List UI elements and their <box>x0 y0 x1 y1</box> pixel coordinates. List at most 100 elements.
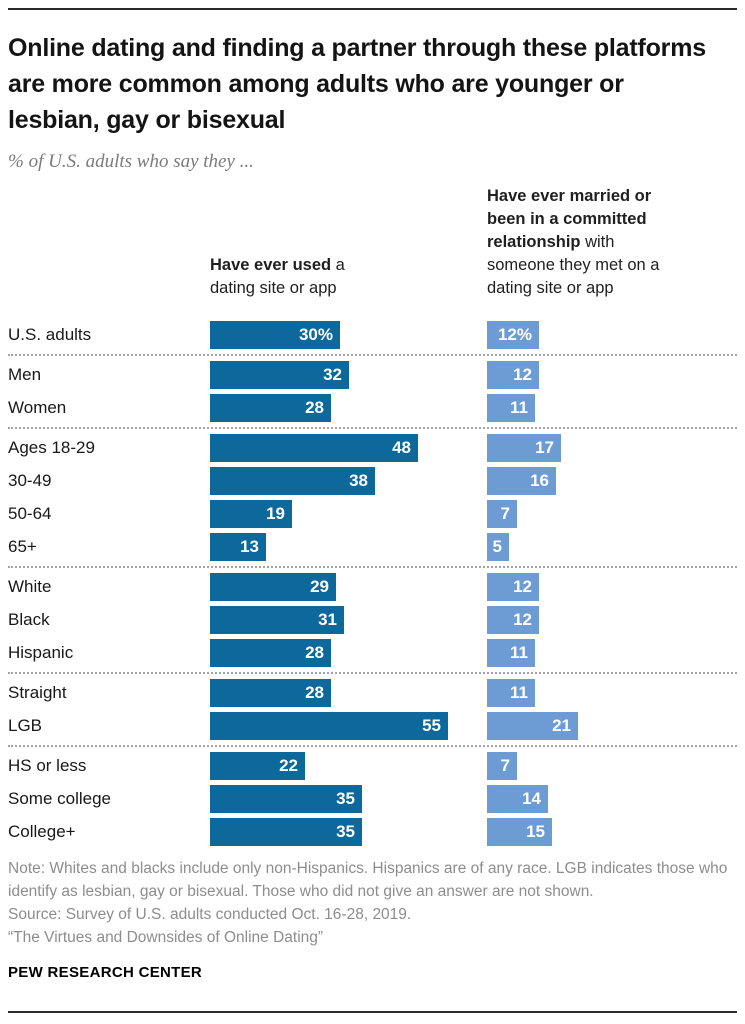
married-value-label: 14 <box>522 789 541 808</box>
row-label: HS or less <box>8 756 87 775</box>
row-label: LGB <box>8 716 43 735</box>
used-value-label: 55 <box>422 716 441 735</box>
row-label: White <box>8 577 52 596</box>
used-bar: 38 <box>210 467 375 495</box>
table-row: 30-49 38 16 <box>8 467 737 495</box>
married-bar: 12% <box>487 321 539 349</box>
bar-track: 28 11 <box>210 679 737 707</box>
married-bar: 11 <box>487 639 535 667</box>
table-row: Black 31 12 <box>8 606 737 634</box>
married-value-label: 5 <box>492 537 502 556</box>
table-row: HS or less 22 7 <box>8 752 737 780</box>
married-value-label: 16 <box>530 471 549 490</box>
married-bar: 15 <box>487 818 552 846</box>
row-label: Men <box>8 365 42 384</box>
married-value-label: 12 <box>513 365 532 384</box>
table-row: Men 32 12 <box>8 361 737 389</box>
bar-track: 13 5 <box>210 533 737 561</box>
bar-track: 35 14 <box>210 785 737 813</box>
used-bar: 19 <box>210 500 292 528</box>
used-bar: 13 <box>210 533 266 561</box>
used-bar: 29 <box>210 573 336 601</box>
bar-track: 32 12 <box>210 361 737 389</box>
column-header-used: Have ever used a dating site or app <box>210 254 385 300</box>
married-value-label: 11 <box>510 643 528 662</box>
married-value-label: 7 <box>500 756 510 775</box>
column-headers: Have ever used a dating site or app Have… <box>210 185 737 300</box>
married-bar: 12 <box>487 361 539 389</box>
used-value-label: 48 <box>392 438 411 457</box>
bottom-rule <box>8 1011 737 1013</box>
married-value-label: 12 <box>513 577 532 596</box>
table-row: Women 28 11 <box>8 394 737 422</box>
married-value-label: 11 <box>510 398 528 417</box>
bar-group: U.S. adults 30% 12% <box>8 316 737 356</box>
column-header-used-bold: Have ever used <box>210 256 332 274</box>
married-bar: 11 <box>487 679 535 707</box>
used-value-label: 31 <box>318 610 337 629</box>
married-bar: 21 <box>487 712 578 740</box>
note-text: Note: Whites and blacks include only non… <box>8 860 728 900</box>
bar-track: 55 21 <box>210 712 737 740</box>
used-value-label: 13 <box>240 537 259 556</box>
married-value-label: 21 <box>552 716 571 735</box>
row-label: U.S. adults <box>8 325 92 344</box>
married-value-label: 15 <box>526 822 545 841</box>
married-value-label: 7 <box>500 504 510 523</box>
married-bar: 7 <box>487 752 517 780</box>
used-bar: 30% <box>210 321 340 349</box>
married-value-label: 11 <box>510 683 528 702</box>
chart-subtitle: % of U.S. adults who say they ... <box>8 151 254 172</box>
row-label: 50-64 <box>8 504 52 523</box>
row-label: Some college <box>8 789 112 808</box>
used-value-label: 29 <box>310 577 329 596</box>
column-header-used-rest: a dating site or app <box>210 256 345 297</box>
used-value-label: 35 <box>336 789 355 808</box>
used-bar: 35 <box>210 818 362 846</box>
table-row: Ages 18-29 48 17 <box>8 434 737 462</box>
used-bar: 22 <box>210 752 305 780</box>
used-value-label: 28 <box>305 643 324 662</box>
used-bar: 28 <box>210 679 331 707</box>
column-header-married: Have ever married or been in a committed… <box>487 185 683 300</box>
bar-track: 29 12 <box>210 573 737 601</box>
used-bar: 55 <box>210 712 448 740</box>
bar-track: 38 16 <box>210 467 737 495</box>
bar-group: White 29 12 Black 31 12 Hispanic 28 11 <box>8 568 737 674</box>
married-value-label: 12% <box>497 325 532 344</box>
used-value-label: 32 <box>323 365 342 384</box>
bar-track: 30% 12% <box>210 321 737 349</box>
column-header-married-rest: with someone they met on a dating site o… <box>487 233 660 297</box>
row-label: 65+ <box>8 537 37 556</box>
report-title-text: “The Virtues and Downsides of Online Dat… <box>8 929 324 946</box>
table-row: White 29 12 <box>8 573 737 601</box>
used-value-label: 35 <box>336 822 355 841</box>
row-label: Hispanic <box>8 643 74 662</box>
bar-group: Men 32 12 Women 28 11 <box>8 356 737 429</box>
married-value-label: 17 <box>535 438 554 457</box>
bar-track: 28 11 <box>210 639 737 667</box>
row-label: 30-49 <box>8 471 52 490</box>
table-row: Straight 28 11 <box>8 679 737 707</box>
married-value-label: 12 <box>513 610 532 629</box>
table-row: College+ 35 15 <box>8 818 737 846</box>
used-value-label: 28 <box>305 398 324 417</box>
bar-track: 28 11 <box>210 394 737 422</box>
bar-track: 22 7 <box>210 752 737 780</box>
used-value-label: 22 <box>279 756 298 775</box>
used-value-label: 30% <box>298 325 333 344</box>
pew-research-center-wordmark: PEW RESEARCH CENTER <box>8 964 203 981</box>
married-bar: 12 <box>487 573 539 601</box>
used-bar: 48 <box>210 434 418 462</box>
married-bar: 12 <box>487 606 539 634</box>
table-row: LGB 55 21 <box>8 712 737 740</box>
bar-chart: U.S. adults 30% 12% Men 32 12 Women 28 11 Ages 18… <box>8 316 737 851</box>
table-row: 65+ 13 5 <box>8 533 737 561</box>
married-bar: 7 <box>487 500 517 528</box>
used-bar: 32 <box>210 361 349 389</box>
used-bar: 35 <box>210 785 362 813</box>
married-bar: 5 <box>487 533 509 561</box>
married-bar: 14 <box>487 785 548 813</box>
column-header-married-bold: Have ever married or been in a committed… <box>487 187 652 251</box>
